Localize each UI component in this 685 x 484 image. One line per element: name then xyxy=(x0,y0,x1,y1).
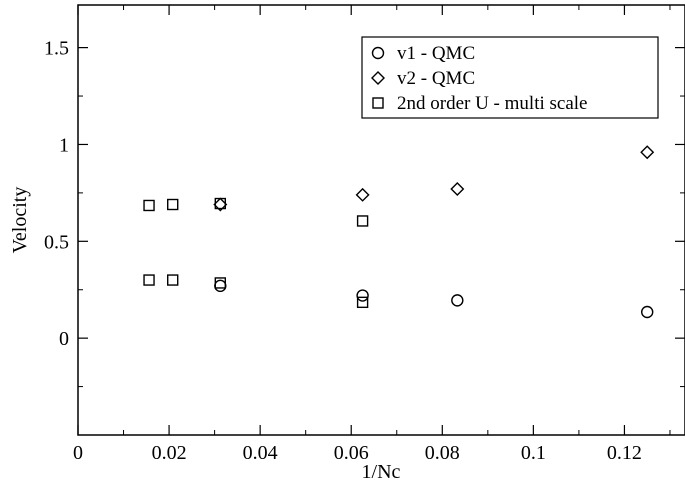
data-markers xyxy=(143,145,655,319)
x-tick-label: 0.1 xyxy=(521,442,546,464)
circle-marker xyxy=(356,289,369,302)
square-marker xyxy=(356,215,369,227)
y-tick-label: 1 xyxy=(59,134,69,156)
y-tick-label: 0.5 xyxy=(44,231,69,253)
x-tick-label: 0.02 xyxy=(152,442,187,464)
legend-circle-marker xyxy=(371,46,385,60)
square-marker xyxy=(214,197,227,210)
x-axis-tick-labels: 0 0.02 0.04 0.06 0.08 0.1 0.12 xyxy=(73,442,642,464)
y-axis-tick-labels: 0 0.5 1 1.5 xyxy=(44,38,69,351)
diamond-marker xyxy=(450,182,465,196)
diamond-marker xyxy=(355,187,370,202)
x-axis-ticks xyxy=(77,5,671,435)
square-marker xyxy=(167,274,179,286)
square-marker xyxy=(167,198,179,211)
circle-marker xyxy=(214,279,227,293)
diamond-marker xyxy=(213,197,228,212)
x-axis-label: 1/Nc xyxy=(362,461,401,483)
legend-box xyxy=(361,36,659,119)
circle-marker xyxy=(451,294,464,307)
legend-square-marker xyxy=(372,97,384,109)
legend-label: v1 - QMC xyxy=(397,43,475,64)
x-tick-label: 0 xyxy=(73,442,83,464)
x-tick-label: 0.08 xyxy=(425,442,460,464)
y-axis-ticks xyxy=(78,47,685,388)
y-tick-label: 0 xyxy=(59,328,69,350)
plot-frame xyxy=(77,4,685,436)
diamond-marker xyxy=(640,145,655,160)
legend: v1 - QMC v2 - QMC 2nd order U - multi scal… xyxy=(361,36,659,119)
x-tick-label: 0.12 xyxy=(607,442,642,464)
square-marker xyxy=(356,296,369,309)
legend-diamond-marker xyxy=(371,71,385,85)
y-axis-label: Velocity xyxy=(9,187,31,254)
square-marker xyxy=(143,199,155,212)
circle-marker xyxy=(641,305,654,319)
square-marker xyxy=(214,277,227,289)
x-tick-label: 0.04 xyxy=(243,442,278,464)
y-tick-label: 1.5 xyxy=(44,38,69,60)
legend-label: 2nd order U - multi scale xyxy=(397,93,587,114)
legend-label: v2 - QMC xyxy=(397,68,475,89)
x-tick-label: 0.06 xyxy=(334,442,369,464)
square-marker xyxy=(143,274,155,286)
